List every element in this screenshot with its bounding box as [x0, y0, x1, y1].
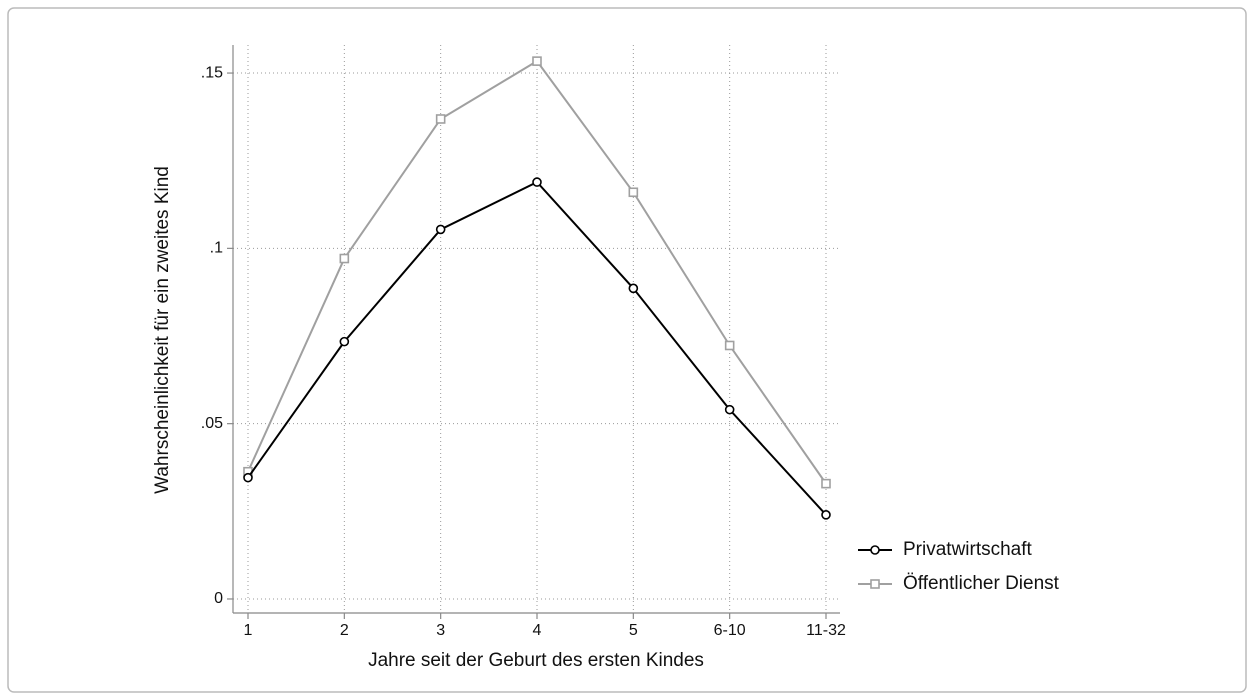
point	[628, 187, 639, 198]
point	[339, 253, 350, 264]
y-tick-label: .05	[201, 415, 223, 432]
x-tick-label: 11-32	[806, 622, 846, 639]
x-tick-label: 4	[533, 622, 542, 639]
y-axis-label: Wahrscheinlichkeit für ein zweites Kind	[152, 166, 173, 494]
y-tick-label: .1	[210, 240, 223, 257]
legend-label: Öffentlicher Dienst	[903, 573, 1060, 594]
point	[532, 56, 542, 66]
legend-marker	[870, 545, 880, 555]
point	[435, 114, 446, 124]
point	[821, 510, 831, 520]
legend-label: Privatwirtschaft	[903, 539, 1033, 560]
y-tick-label: 0	[214, 590, 223, 607]
x-tick-label: 3	[436, 622, 445, 639]
y-tick-label: .15	[201, 64, 223, 81]
legend-marker	[870, 579, 880, 589]
point	[724, 404, 735, 415]
x-tick-label: 2	[340, 622, 349, 639]
point	[724, 340, 735, 351]
point	[339, 336, 350, 347]
x-axis-label: Jahre seit der Geburt des ersten Kindes	[368, 650, 704, 671]
x-tick-label: 6-10	[714, 622, 746, 639]
point	[628, 283, 639, 294]
point	[243, 472, 253, 483]
x-tick-label: 5	[629, 622, 638, 639]
frame	[7, 7, 1247, 693]
point	[532, 177, 542, 187]
point	[821, 478, 831, 489]
x-tick-label: 1	[244, 622, 253, 639]
point	[435, 224, 446, 235]
